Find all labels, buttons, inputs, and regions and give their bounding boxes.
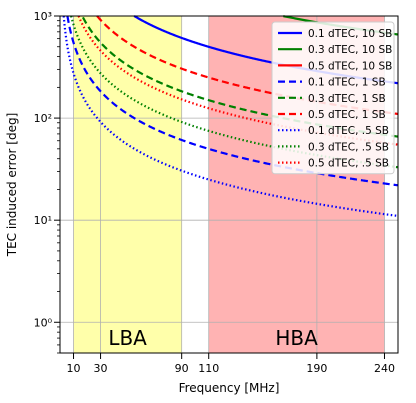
- y-axis-ticks: 10⁰ 10¹ 10² 10³: [34, 10, 60, 354]
- x-tick-label: 190: [306, 362, 327, 375]
- series-line-6: [62, 15, 398, 218]
- series-line-3: [66, 15, 399, 187]
- series-line-5: [96, 15, 399, 116]
- band-label-lba: LBA: [108, 326, 147, 350]
- legend: 0.1 dTEC, 10 SB 0.3 dTEC, 10 SB 0.5 dTEC, …: [271, 21, 395, 175]
- band-lba: [73, 16, 182, 353]
- legend-label: 0.3 dTEC, 10 SB: [308, 44, 392, 56]
- x-tick-label: 240: [374, 362, 395, 375]
- legend-label: 0.3 dTEC, 1 SB: [308, 93, 386, 105]
- legend-label: 0.3 dTEC, .5 SB: [308, 141, 389, 153]
- y-axis-label: TEC induced error [deg]: [5, 113, 19, 258]
- legend-box: [271, 21, 395, 175]
- y-tick-label: 10³: [34, 10, 52, 23]
- legend-label: 0.1 dTEC, .5 SB: [308, 125, 389, 137]
- x-tick-label: 110: [198, 362, 219, 375]
- x-tick-label: 90: [175, 362, 189, 375]
- legend-label: 0.1 dTEC, 10 SB: [308, 28, 392, 40]
- x-axis-ticks: 10 30 90 110 190 240: [67, 353, 395, 375]
- y-tick-label: 10²: [34, 112, 52, 125]
- plot-frame: [59, 15, 399, 354]
- band-label-layer: LBA HBA: [108, 326, 318, 350]
- x-tick-label: 30: [94, 362, 108, 375]
- y-tick-label: 10⁰: [34, 316, 53, 329]
- x-tick-label: 10: [67, 362, 81, 375]
- legend-label: 0.5 dTEC, 10 SB: [308, 60, 392, 72]
- series-line-4: [81, 16, 399, 138]
- legend-label: 0.5 dTEC, 1 SB: [308, 109, 386, 121]
- y-tick-label: 10¹: [34, 214, 52, 227]
- x-axis-label: Frequency [MHz]: [179, 381, 280, 395]
- legend-label: 0.5 dTEC, .5 SB: [308, 158, 389, 170]
- band-label-hba: HBA: [275, 326, 318, 350]
- legend-label: 0.1 dTEC, 1 SB: [308, 77, 386, 89]
